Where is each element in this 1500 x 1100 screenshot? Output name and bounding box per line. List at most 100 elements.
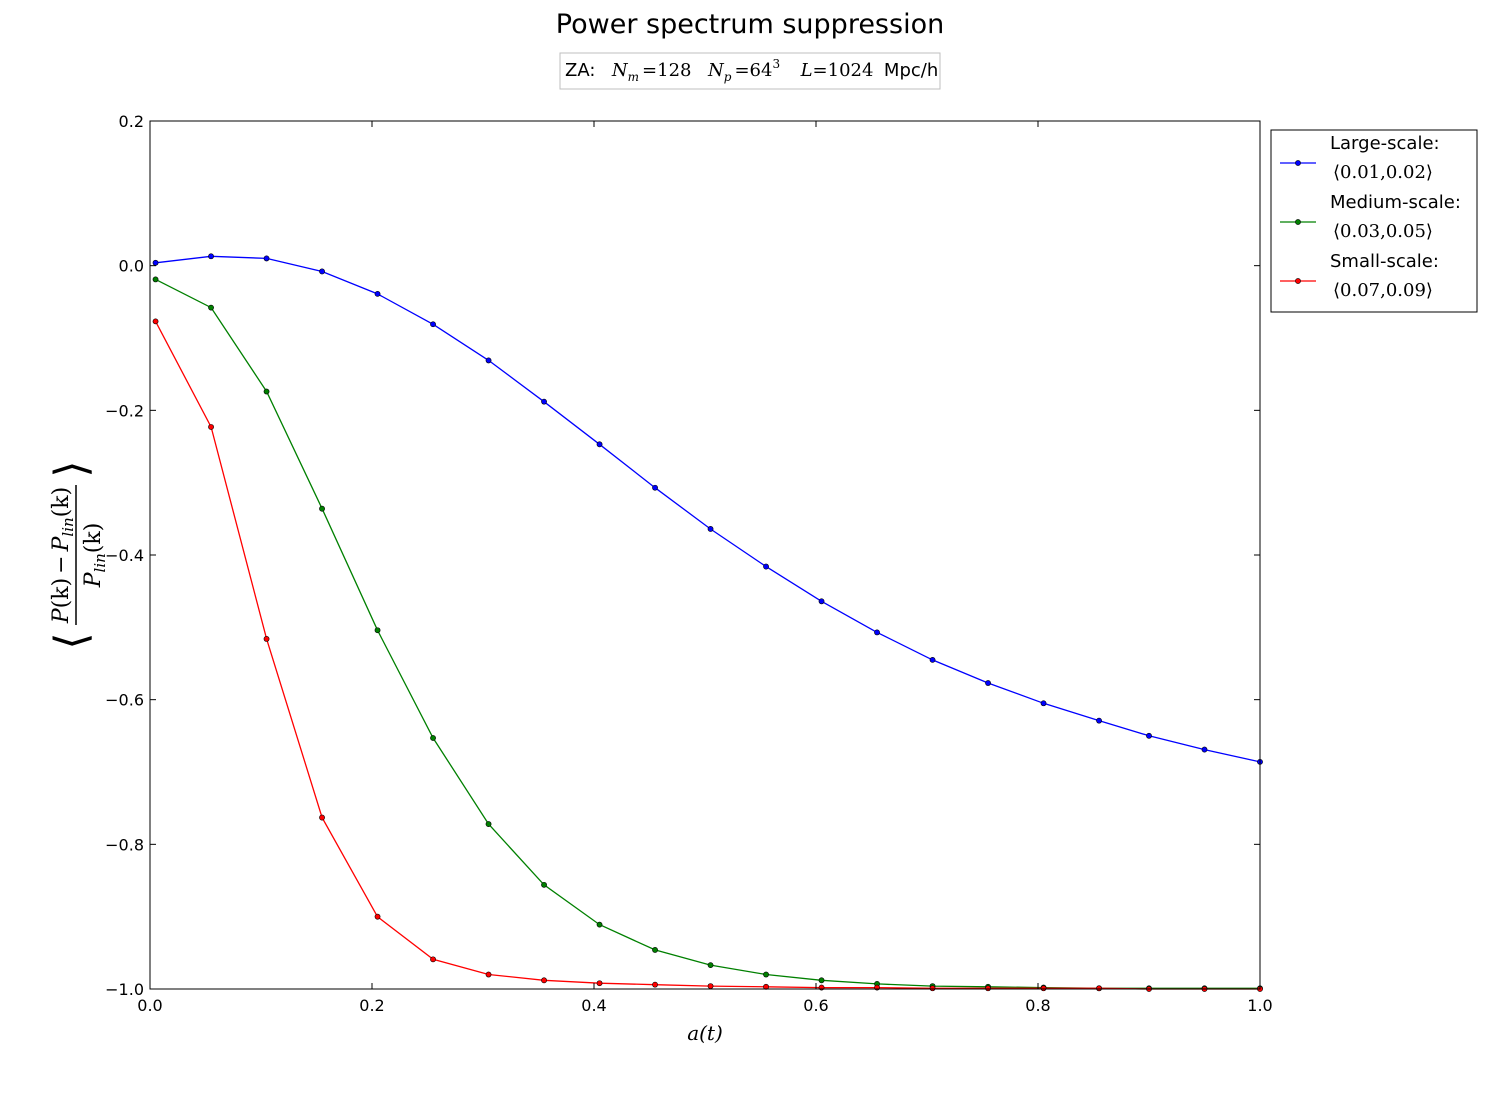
subtitle-prefix: ZA: (565, 60, 595, 81)
data-point (263, 388, 270, 395)
data-point (652, 484, 658, 491)
subtitle-nm-value: =128 (642, 60, 691, 81)
y-label-sub2: lin (59, 517, 77, 536)
y-tick-label: 0.2 (119, 112, 144, 131)
data-point (707, 983, 714, 990)
data-point (1096, 985, 1102, 992)
y-label-denominator: Plin(k) (81, 523, 109, 589)
y-tick-label: −0.4 (105, 546, 144, 565)
legend-item: Small-scale: ⟨0.07,0.09⟩ (1280, 251, 1439, 301)
y-tick-label: −1.0 (105, 980, 144, 999)
subtitle-box (559, 52, 941, 90)
legend-range: ⟨0.01,0.02⟩ (1333, 162, 1433, 183)
subtitle-np-label: N (707, 60, 725, 81)
legend-marker (1295, 160, 1301, 166)
data-point (374, 627, 381, 634)
y-tick-label: −0.6 (105, 691, 144, 710)
legend-range: ⟨0.07,0.09⟩ (1333, 280, 1433, 301)
data-point (319, 814, 325, 821)
data-point (152, 259, 159, 266)
data-point (1096, 717, 1102, 724)
series-2 (152, 276, 1263, 992)
y-axis-label: ⟨ ⟩ P(k)−Plin(k) Plin(k) (46, 460, 109, 649)
y-label-p3: P (81, 571, 106, 588)
data-point (763, 563, 769, 570)
chart-title: Power spectrum suppression (556, 9, 944, 40)
subtitle-unit: Mpc/h (884, 60, 938, 81)
legend-name: Large-scale: (1330, 133, 1440, 154)
data-point (707, 962, 714, 969)
data-point (929, 985, 936, 992)
y-label-k3: (k) (81, 523, 106, 554)
subtitle-np-value: =64 (734, 60, 772, 81)
subtitle-nm-label: N (611, 60, 629, 81)
data-point (319, 268, 325, 275)
x-tick-label: 1.0 (1247, 996, 1272, 1015)
ticks-layer: 0.0 0.2 0.4 0.6 0.8 1.0 0.2 0.0 −0.2 −0.4 −0.6 −0.8… (105, 112, 1273, 1015)
chart-subtitle: ZA: Nm =128 Np =643 L=1024 Mpc/h (559, 52, 941, 90)
data-point (1040, 700, 1047, 707)
data-point (430, 735, 436, 741)
series-line (155, 321, 1260, 990)
x-tick-label: 0.0 (137, 996, 162, 1015)
data-point (596, 441, 603, 448)
data-point (596, 980, 603, 987)
subtitle-l-label: L (800, 60, 813, 81)
y-label-sub3: lin (91, 553, 109, 572)
data-point (152, 318, 159, 325)
data-point (1040, 985, 1047, 992)
subtitle-l-value: =1024 (813, 60, 874, 81)
y-label-p2: P (49, 535, 74, 552)
data-point (485, 357, 492, 364)
subtitle-nm-sub: m (628, 70, 639, 84)
data-point (985, 985, 991, 992)
data-point (485, 971, 492, 978)
legend-name: Medium-scale: (1330, 192, 1461, 213)
y-tick-label: −0.2 (105, 401, 144, 420)
legend-box (1270, 129, 1478, 313)
x-tick-label: 0.2 (359, 996, 384, 1015)
subtitle-np-sub: p (724, 70, 732, 84)
legend-marker (1295, 219, 1301, 225)
x-tick-label: 0.8 (1025, 996, 1050, 1015)
series-1 (152, 253, 1263, 765)
data-point (208, 304, 214, 311)
data-point (1146, 732, 1152, 739)
series-line (155, 278, 1260, 989)
y-tick-label: −0.8 (105, 835, 144, 854)
data-point (263, 636, 270, 642)
data-point (652, 981, 658, 988)
y-label-p1: P (49, 607, 74, 624)
data-point (929, 656, 936, 663)
data-point (818, 598, 825, 605)
y-label-left-bracket: ⟨ (46, 632, 97, 649)
y-label-k1: (k) (49, 578, 74, 609)
legend-item: Medium-scale: ⟨0.03,0.05⟩ (1280, 192, 1461, 242)
data-point (430, 956, 436, 963)
series-layer (152, 253, 1263, 992)
data-point (596, 921, 603, 928)
legend-name: Small-scale: (1330, 251, 1439, 272)
data-point (541, 398, 547, 405)
legend: Large-scale: ⟨0.01,0.02⟩ Medium-scale: ⟨0.0… (1270, 129, 1478, 313)
data-point (485, 821, 492, 827)
plot-frame (149, 120, 1261, 990)
x-tick-label: 0.4 (581, 996, 606, 1015)
y-label-minus: − (49, 555, 74, 573)
data-point (541, 977, 547, 984)
subtitle-text: ZA: Nm =128 Np =643 L=1024 Mpc/h (565, 52, 938, 84)
subtitle-np-exp: 3 (772, 57, 780, 71)
plot-area: 0.0 0.2 0.4 0.6 0.8 1.0 0.2 0.0 −0.2 −0.4 −0.6 −0.8… (105, 112, 1273, 1015)
y-tick-label: 0.0 (119, 257, 144, 276)
data-point (430, 321, 436, 328)
data-point (652, 947, 658, 953)
x-axis-label: a(t) (687, 1021, 723, 1045)
data-point (374, 290, 381, 297)
legend-range: ⟨0.03,0.05⟩ (1333, 221, 1433, 242)
data-point (374, 913, 381, 920)
data-point (763, 971, 769, 978)
data-point (319, 505, 325, 512)
data-point (818, 977, 825, 984)
legend-items: Large-scale: ⟨0.01,0.02⟩ Medium-scale: ⟨0.0… (1280, 133, 1461, 301)
